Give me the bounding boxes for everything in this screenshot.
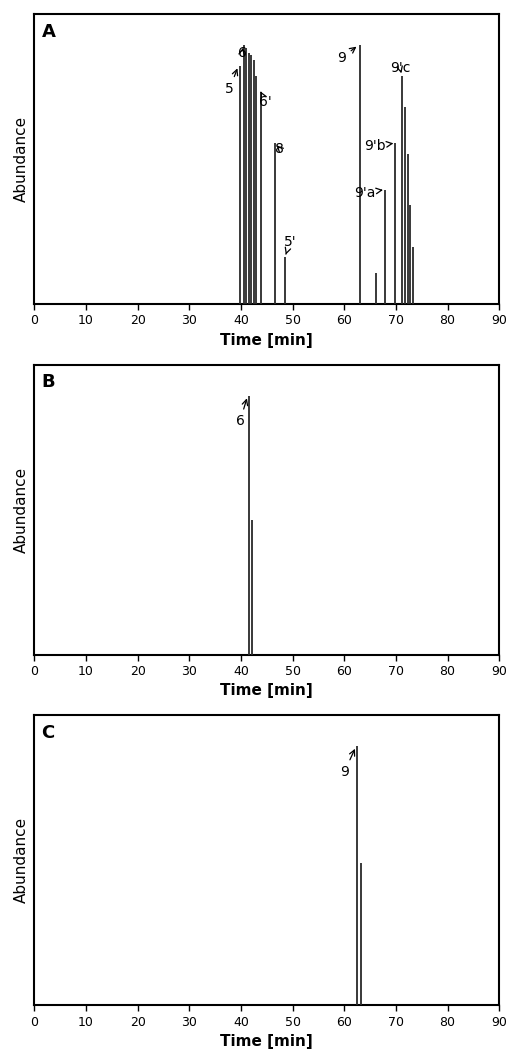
Text: 9'b: 9'b — [364, 139, 392, 153]
Text: 6: 6 — [238, 46, 246, 60]
Text: A: A — [41, 22, 55, 40]
X-axis label: Time [min]: Time [min] — [220, 333, 313, 348]
Text: 9'a: 9'a — [354, 186, 382, 200]
Text: C: C — [41, 724, 55, 742]
Y-axis label: Abundance: Abundance — [14, 467, 29, 553]
Text: 9: 9 — [340, 750, 355, 779]
Text: 6: 6 — [235, 400, 247, 428]
Text: 9: 9 — [337, 48, 355, 65]
Text: 5: 5 — [225, 69, 238, 96]
Text: 8: 8 — [275, 141, 284, 155]
Y-axis label: Abundance: Abundance — [14, 116, 29, 202]
X-axis label: Time [min]: Time [min] — [220, 1034, 313, 1049]
Text: 5': 5' — [284, 235, 296, 254]
Text: 6': 6' — [259, 92, 272, 108]
Text: B: B — [41, 373, 55, 391]
X-axis label: Time [min]: Time [min] — [220, 684, 313, 698]
Text: 9'c: 9'c — [390, 62, 410, 75]
Y-axis label: Abundance: Abundance — [14, 817, 29, 904]
